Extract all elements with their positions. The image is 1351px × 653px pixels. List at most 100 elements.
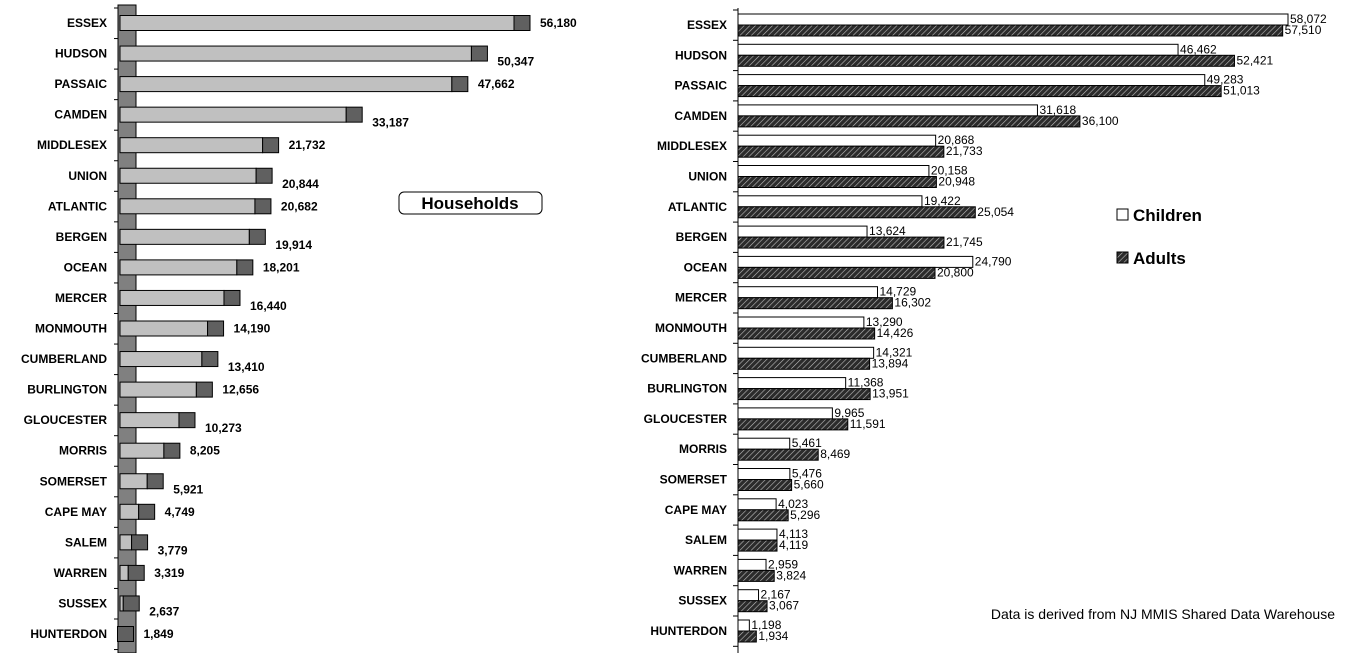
adults-value-label: 5,296	[790, 508, 820, 522]
household-value-label: 20,682	[281, 199, 318, 213]
household-bar	[119, 503, 140, 520]
adults-bar	[737, 479, 793, 491]
adults-bar	[737, 327, 876, 340]
category-label: CUMBERLAND	[21, 352, 107, 366]
household-bar-end	[138, 503, 156, 520]
category-label: SUSSEX	[678, 594, 727, 608]
children-bar	[737, 134, 937, 147]
category-label: SOMERSET	[40, 474, 108, 488]
category-label: MORRIS	[679, 442, 727, 456]
household-bar	[119, 15, 515, 31]
category-label: CUMBERLAND	[641, 351, 727, 365]
children-bar	[737, 43, 1179, 56]
adults-value-label: 8,469	[820, 447, 850, 461]
adults-value-label: 52,421	[1236, 53, 1273, 67]
adults-bar	[737, 206, 976, 219]
household-bar-end	[513, 15, 531, 31]
children-value-label: 2,167	[761, 588, 791, 602]
category-label: HUNTERDON	[30, 627, 107, 641]
adults-value-label: 3,824	[776, 568, 806, 582]
children-bar	[737, 195, 923, 208]
category-label: MONMOUTH	[655, 321, 727, 335]
category-label: PASSAIC	[55, 77, 108, 91]
household-bar	[119, 106, 347, 123]
legend-swatch-children	[1116, 208, 1129, 221]
household-bar-end	[236, 259, 254, 276]
category-label: MIDDLESEX	[37, 138, 107, 152]
children-bar	[737, 165, 930, 177]
adults-value-label: 21,745	[946, 235, 983, 249]
category-label: BERGEN	[676, 230, 727, 244]
category-label: WARREN	[54, 566, 107, 580]
household-bar	[119, 45, 472, 62]
children-value-label: 49,283	[1207, 73, 1244, 87]
household-bar-end	[254, 198, 272, 215]
household-bar	[119, 320, 209, 337]
household-bar-end	[207, 320, 225, 337]
household-bar	[119, 564, 129, 581]
household-bar	[119, 289, 225, 306]
adults-value-label: 57,510	[1285, 23, 1322, 37]
household-bar	[119, 76, 453, 93]
children-value-label: 5,461	[792, 436, 822, 450]
household-bar-end	[345, 106, 363, 123]
children-bar	[737, 346, 875, 359]
household-bar-end	[127, 564, 145, 581]
household-bar	[119, 137, 264, 154]
children-value-label: 1,198	[751, 618, 781, 632]
household-value-label: 14,190	[234, 322, 271, 336]
adults-bar	[737, 54, 1235, 67]
category-label: GLOUCESTER	[24, 413, 108, 427]
category-label: ATLANTIC	[48, 199, 107, 213]
category-label: SUSSEX	[58, 596, 107, 610]
household-value-label: 56,180	[540, 16, 577, 30]
category-label: HUNTERDON	[650, 624, 727, 638]
children-bar	[737, 377, 847, 390]
legend-label-adults: Adults	[1133, 249, 1186, 268]
households-chart: ESSEX HUDSON PASSAIC CAMDEN MIDDLESEX UNION AT…	[21, 4, 577, 653]
household-bar	[119, 473, 148, 490]
household-bar	[119, 534, 133, 551]
household-value-label: 8,205	[190, 444, 220, 458]
adults-value-label: 21,733	[946, 144, 983, 158]
households-title-box: Households	[398, 191, 543, 215]
household-value-label: 4,749	[165, 505, 195, 519]
legend-swatch-adults	[1116, 251, 1129, 264]
children-value-label: 4,023	[778, 497, 808, 511]
adults-value-label: 5,660	[794, 478, 824, 492]
adults-bar	[737, 297, 893, 310]
adults-value-label: 13,894	[872, 356, 909, 370]
adults-bar	[737, 569, 775, 582]
household-value-label: 3,319	[154, 566, 184, 580]
household-bar-end	[223, 289, 241, 306]
household-value-label: 1,849	[143, 627, 173, 641]
household-bar	[119, 228, 250, 245]
adults-bar	[737, 509, 789, 522]
adults-bar	[737, 85, 1222, 98]
adults-bar	[737, 418, 849, 431]
children-adults-chart: ESSEX HUDSON PASSAIC CAMDEN MIDDLESEX UNION AT…	[641, 8, 1327, 653]
category-label: CAMDEN	[674, 109, 727, 123]
adults-value-label: 4,119	[779, 538, 808, 552]
household-bar-end	[248, 228, 266, 245]
children-value-label: 9,965	[834, 406, 864, 420]
households-title: Households	[421, 194, 518, 213]
household-bar-end	[195, 381, 213, 398]
source-note: Data is derived from NJ MMIS Shared Data…	[991, 606, 1335, 622]
category-label: CAMDEN	[54, 108, 107, 122]
adults-bar	[737, 236, 945, 249]
category-label: ESSEX	[67, 16, 107, 30]
household-bar-end	[255, 167, 273, 184]
category-label: MERCER	[675, 291, 727, 305]
household-value-label: 2,637	[149, 604, 179, 618]
children-bar	[737, 225, 868, 238]
children-value-label: 13,624	[869, 224, 906, 238]
adults-bar	[737, 176, 937, 188]
household-value-label: 5,921	[173, 482, 203, 496]
household-value-label: 12,656	[222, 383, 259, 397]
children-bar	[737, 468, 791, 480]
category-label: MERCER	[55, 291, 107, 305]
adults-value-label: 51,013	[1223, 84, 1260, 98]
household-bar	[119, 259, 238, 276]
children-bar	[737, 528, 778, 541]
